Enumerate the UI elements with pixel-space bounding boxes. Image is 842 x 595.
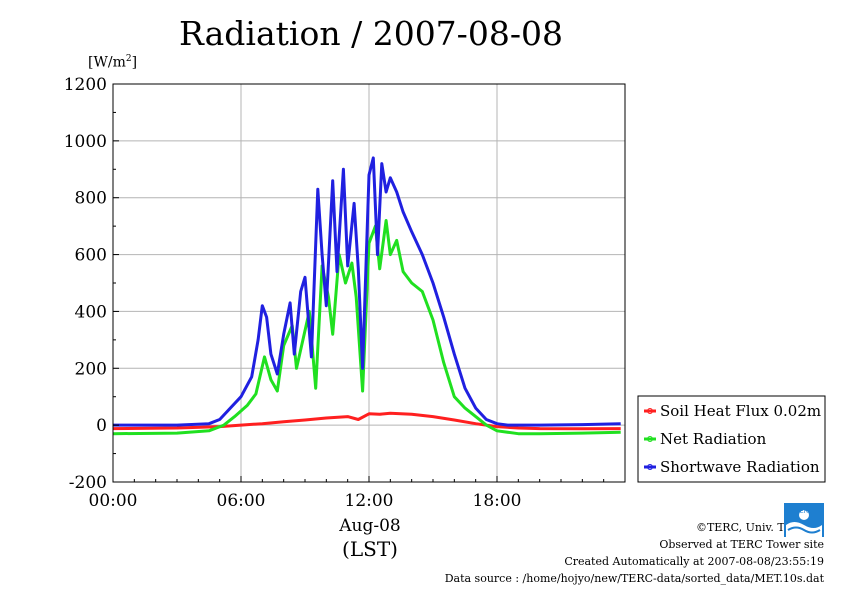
legend-label: Shortwave Radiation [660,458,820,476]
created-timestamp: Created Automatically at 2007-08-08/23:5… [564,555,824,568]
data-source: Data source : /home/hojyo/new/TERC-data/… [444,572,824,585]
unit-prefix: [W/m [88,54,126,71]
unit-suffix: ] [131,54,138,71]
legend-marker [647,464,653,470]
legend-label: Net Radiation [660,430,767,448]
legend-marker [647,436,653,442]
x-tick-label: 06:00 [217,491,266,511]
series-net-radiation-line [112,219,621,436]
y-tick-label: -200 [69,473,107,493]
y-tick-label: 0 [96,416,107,436]
site-credit: Observed at TERC Tower site [659,538,824,551]
terc-logo: TERC [784,503,824,537]
unit-exponent: 2 [125,54,132,64]
legend-box [637,395,826,483]
series-soil-heat-flux-0-02m-line [112,411,621,431]
x-axis-label: (LST) [342,537,398,561]
y-tick-label: 800 [75,189,107,209]
axis-ticks: -200 0 200 400 600 800 1000 1200 00:00 06:00 12:00… [64,75,605,511]
series-shortwave-radiation-line [113,156,621,427]
logo-text: TERC [795,508,812,515]
x-tick-label: 18:00 [473,491,522,511]
series-layer [112,156,621,436]
x-tick-label: 00:00 [89,491,138,511]
y-tick-label: 200 [75,359,107,379]
x-tick-label: 12:00 [345,491,394,511]
y-tick-label: 1000 [64,132,107,152]
y-axis-unit: [W/m2] [88,54,137,71]
y-tick-label: 400 [75,302,107,322]
y-tick-label: 1200 [64,75,107,95]
chart-title: Radiation / 2007-08-08 [179,14,563,53]
grid-lines [113,83,625,483]
date-label: Aug-08 [339,516,401,536]
y-tick-label: 600 [75,246,107,266]
legend-marker [647,408,653,414]
legend-label: Soil Heat Flux 0.02m [660,402,821,420]
legend: Soil Heat Flux 0.02m Net Radiation Shortwa… [637,395,826,483]
